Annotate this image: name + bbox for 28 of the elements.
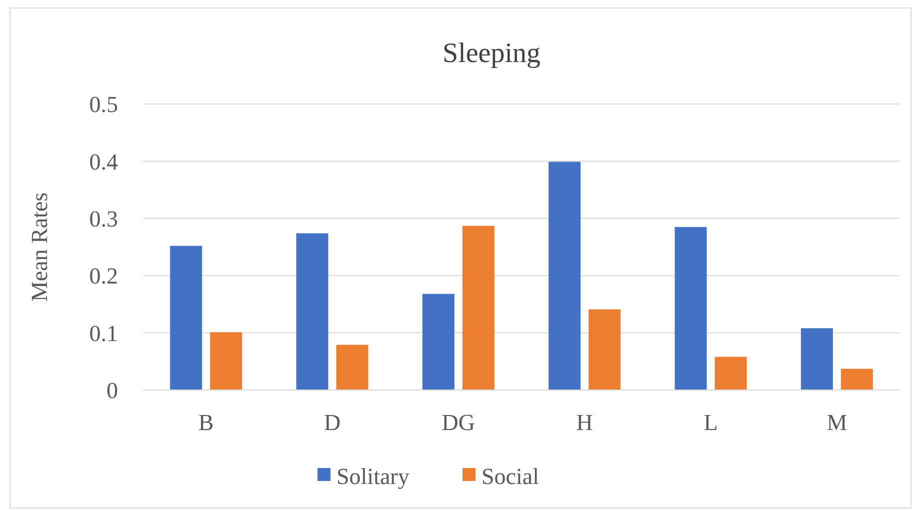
bar <box>422 294 454 390</box>
bar <box>714 356 747 390</box>
bar <box>800 328 833 390</box>
y-tick-label: 0.5 <box>89 92 118 118</box>
y-tick-label: 0.4 <box>89 149 118 174</box>
x-tick-label: L <box>704 410 718 435</box>
x-tick-label: B <box>198 410 214 435</box>
x-tick-label: M <box>826 410 848 435</box>
bar <box>674 226 707 390</box>
x-tick-label: H <box>576 410 593 435</box>
y-axis-title: Mean Rates <box>27 192 52 302</box>
bar <box>840 368 873 390</box>
y-tick-label: 0.2 <box>89 264 118 289</box>
y-tick-label: 0.3 <box>89 206 118 232</box>
bar <box>170 246 202 390</box>
x-tick-label: D <box>324 410 341 435</box>
bar <box>462 226 494 390</box>
bar <box>296 233 328 390</box>
y-tick-label: 0 <box>106 378 118 404</box>
y-tick-label: 0.1 <box>89 320 118 346</box>
x-tick-label: DG <box>442 410 476 435</box>
bar <box>588 309 621 390</box>
bar <box>548 162 581 390</box>
legend-label: Social <box>482 464 539 489</box>
bar <box>336 344 368 390</box>
chart-title: Sleeping <box>442 38 540 69</box>
bar <box>210 332 242 390</box>
legend-label: Solitary <box>336 464 410 489</box>
